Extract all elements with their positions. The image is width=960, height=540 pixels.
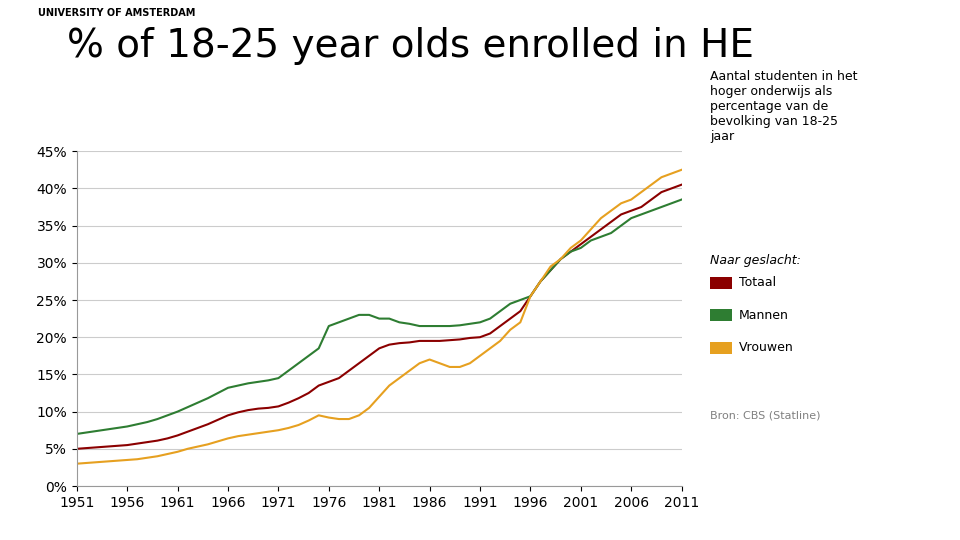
Text: Mannen: Mannen (739, 309, 789, 322)
Text: Totaal: Totaal (739, 276, 777, 289)
Text: Vrouwen: Vrouwen (739, 341, 794, 354)
Text: Bron: CBS (Statline): Bron: CBS (Statline) (710, 410, 821, 421)
Text: Aantal studenten in het
hoger onderwijs als
percentage van de
bevolking van 18-2: Aantal studenten in het hoger onderwijs … (710, 70, 858, 143)
Text: UNIVERSITY OF AMSTERDAM: UNIVERSITY OF AMSTERDAM (38, 8, 196, 18)
Text: Naar geslacht:: Naar geslacht: (710, 254, 802, 267)
Text: % of 18-25 year olds enrolled in HE: % of 18-25 year olds enrolled in HE (67, 27, 755, 65)
